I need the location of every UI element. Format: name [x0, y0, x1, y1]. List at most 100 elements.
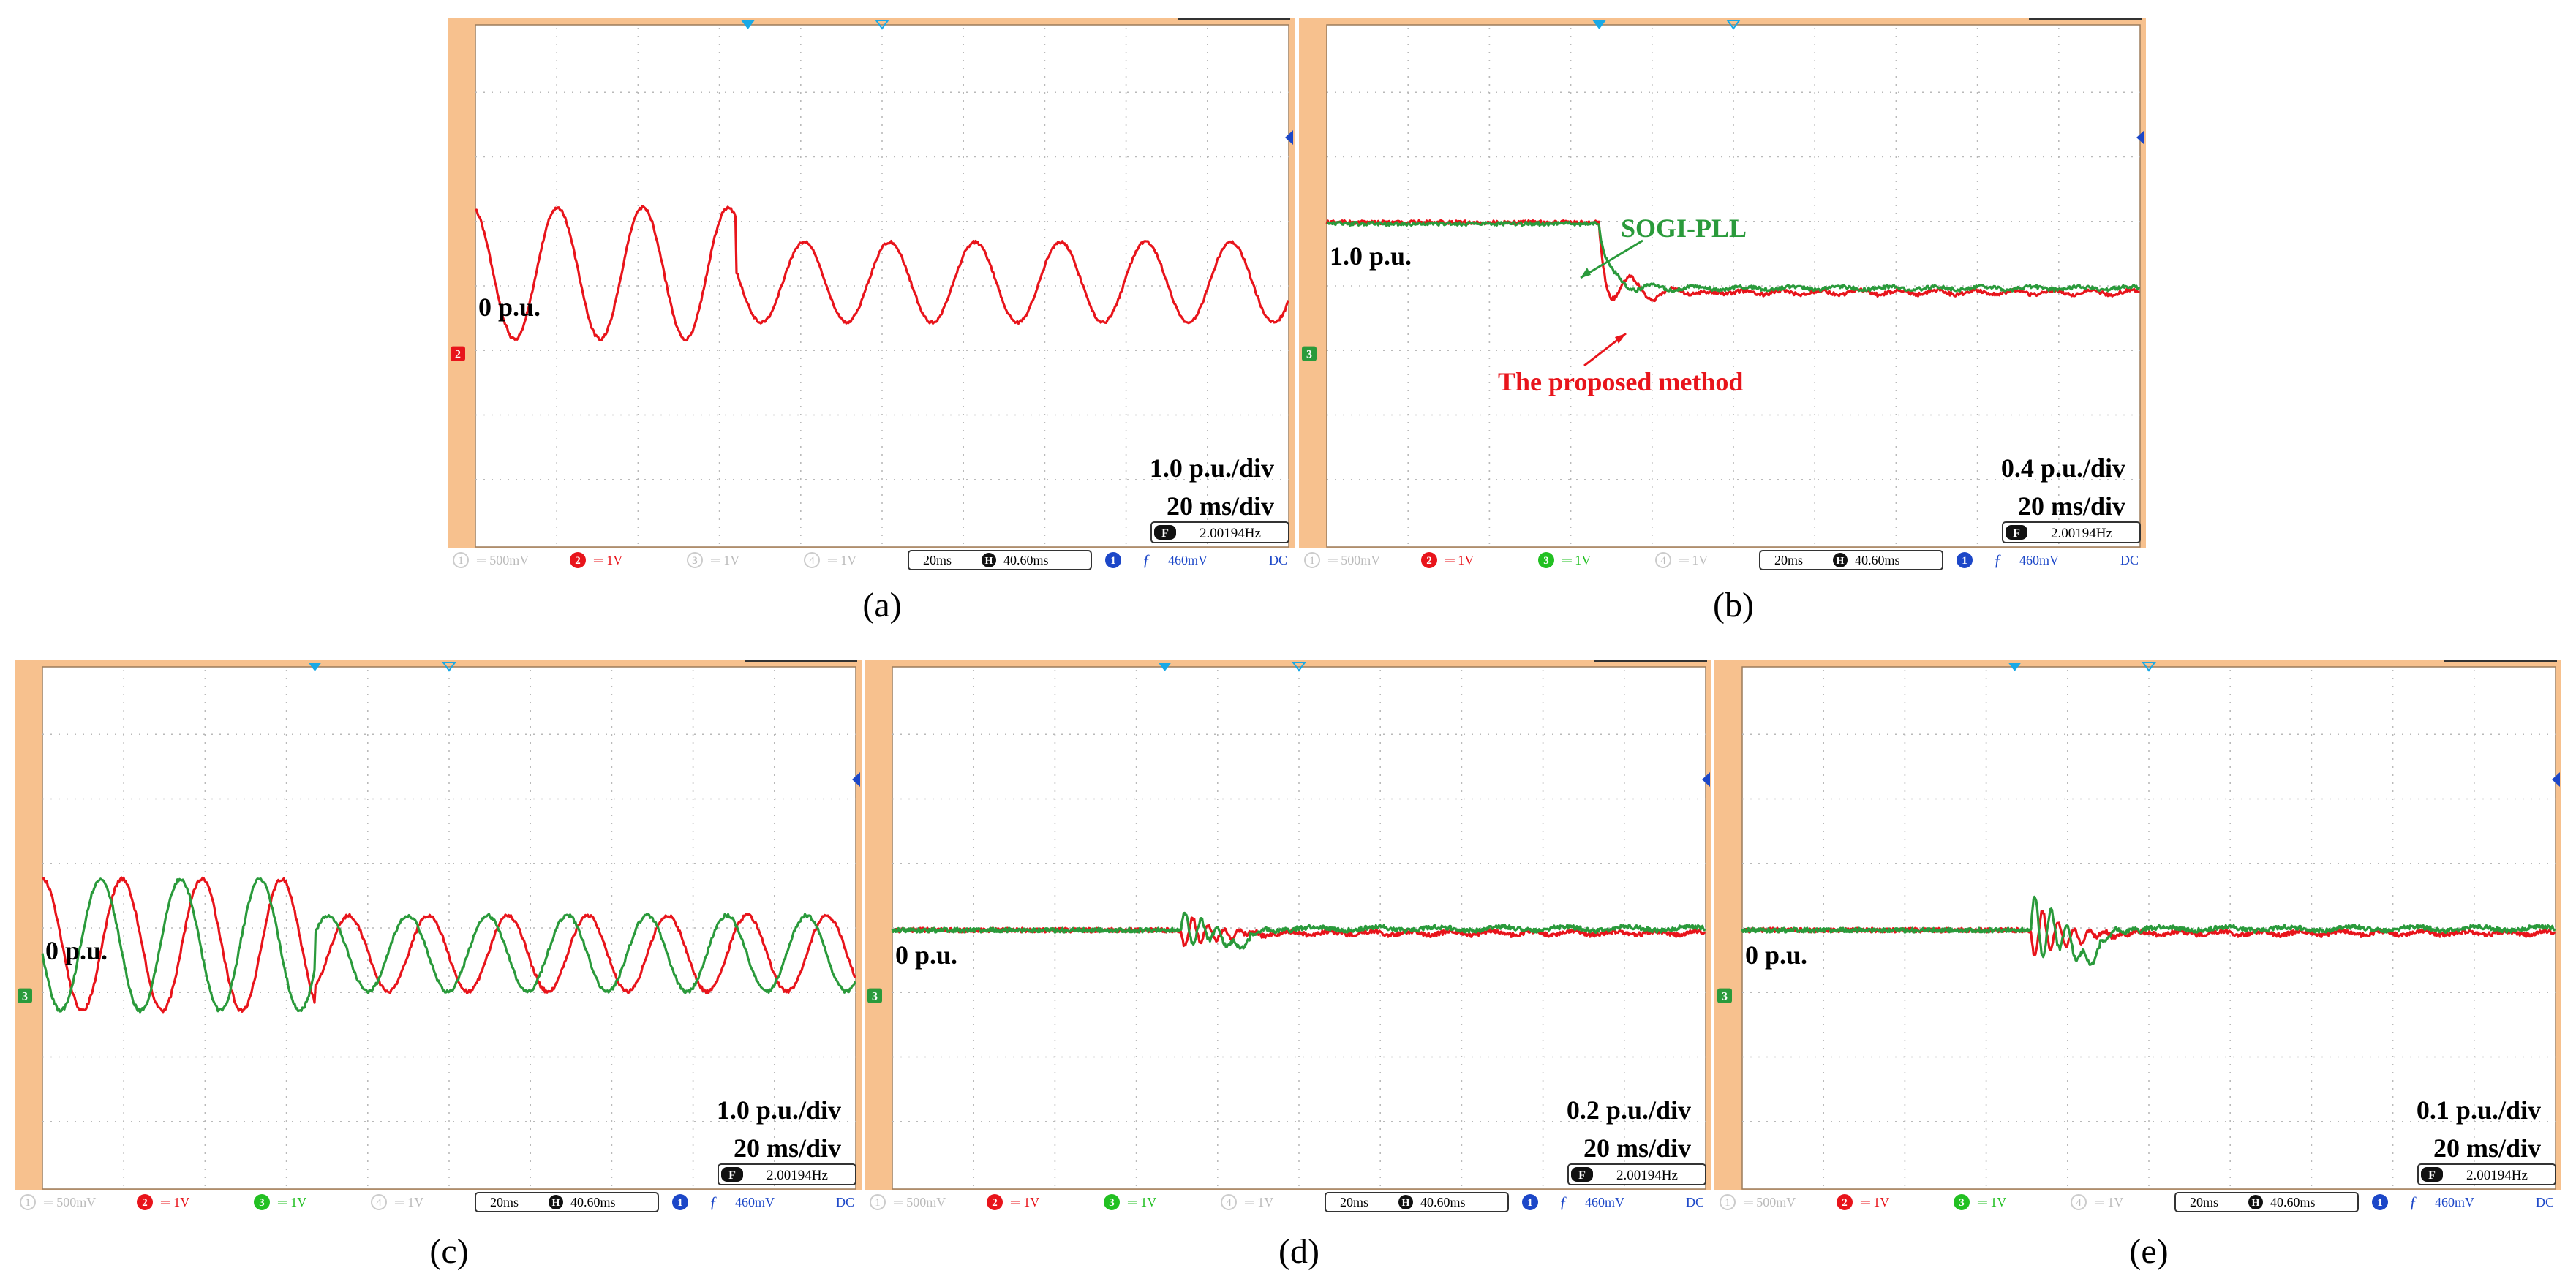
frequency-value: 2.00194Hz — [2051, 526, 2112, 541]
ch2-number: 2 — [1842, 1197, 1848, 1209]
frequency-readout-box — [2417, 1163, 2556, 1185]
ch3-number: 3 — [692, 555, 698, 567]
trigger-edge-symbol: ƒ — [709, 1193, 718, 1211]
ch4-scale: ═ 1V — [1679, 553, 1708, 567]
ch2-indicator — [137, 1194, 153, 1210]
time-scale-label: 20 ms/div — [2018, 491, 2125, 521]
frequency-icon-label: F — [2428, 1169, 2436, 1182]
oscilloscope-panel-b: 3 1.0 p.u. 0.4 p.u./div 20 ms/div SOGI-PLL Th… — [1299, 18, 2146, 575]
trigger-channel-number: 1 — [1110, 555, 1116, 567]
zero-level-label: 0 p.u. — [895, 940, 957, 970]
green-trace — [1326, 220, 2141, 293]
ch2-scale: ═ 1V — [160, 1195, 189, 1209]
frequency-value: 2.00194Hz — [2466, 1168, 2528, 1183]
trigger-level-marker — [1285, 130, 1293, 146]
frequency-value: 2.00194Hz — [1616, 1168, 1678, 1183]
waveform-traces — [475, 205, 1289, 342]
status-bar — [865, 1190, 1711, 1217]
ch3-indicator — [1954, 1194, 1970, 1210]
ch4-indicator — [1655, 552, 1671, 568]
delay-value: 40.60ms — [2270, 1195, 2316, 1209]
ch4-number: 4 — [809, 555, 815, 567]
center-time-marker — [875, 20, 889, 30]
trigger-position-marker — [1592, 20, 1606, 29]
waveform-traces — [1741, 895, 2556, 966]
ch3-indicator — [254, 1194, 270, 1210]
ch4-scale: ═ 1V — [1244, 1195, 1273, 1209]
ch2-indicator — [1837, 1194, 1853, 1210]
timebase-value: 20ms — [1340, 1195, 1368, 1209]
ch1-indicator — [453, 552, 469, 568]
frequency-icon — [2421, 1167, 2443, 1182]
waveform-traces — [891, 911, 1706, 950]
trigger-channel-number: 1 — [2377, 1197, 2383, 1209]
ch3-indicator — [687, 552, 703, 568]
scope-svg-e: 3 0 p.u. 0.1 p.u./div 20 ms/div F 2.00194Hz 1 ═… — [1714, 660, 2561, 1217]
coupling-value: DC — [1686, 1195, 1704, 1209]
vertical-scale-label: 1.0 p.u./div — [1150, 453, 1274, 483]
coupling-value: DC — [836, 1195, 854, 1209]
ch3-number: 3 — [259, 1197, 265, 1209]
ch1-indicator — [870, 1194, 886, 1210]
trigger-position-marker — [1158, 663, 1172, 671]
ch4-number: 4 — [1226, 1197, 1232, 1209]
center-time-marker — [1726, 20, 1741, 30]
trigger-level-marker — [852, 772, 860, 788]
zero-level-label: 0 p.u. — [45, 936, 108, 965]
ch2-indicator — [987, 1194, 1003, 1210]
annotation-proposed-method-arrowhead — [1615, 333, 1626, 344]
trigger-edge-symbol: ƒ — [1142, 551, 1150, 569]
ch1-scale: ═ 500mV — [1327, 553, 1380, 567]
frequency-icon-label: F — [1161, 527, 1169, 540]
trigger-level-value: 460mV — [735, 1195, 775, 1209]
ch4-number: 4 — [376, 1197, 382, 1209]
ch2-scale: ═ 1V — [1445, 553, 1474, 567]
trigger-edge-symbol: ƒ — [1994, 551, 2002, 569]
timebase-box — [475, 1192, 659, 1212]
caption-d: (d) — [1278, 1232, 1319, 1271]
time-scale-label: 20 ms/div — [1583, 1133, 1691, 1163]
zero-level-label: 0 p.u. — [478, 292, 541, 322]
horizontal-icon — [982, 553, 996, 567]
horizontal-icon-label: H — [1837, 556, 1845, 567]
delay-value: 40.60ms — [1855, 553, 1900, 567]
ch4-scale: ═ 1V — [394, 1195, 423, 1209]
oscilloscope-panel-d: 3 0 p.u. 0.2 p.u./div 20 ms/div F 2.00194Hz 1 ═… — [865, 660, 1711, 1217]
trigger-channel-number: 1 — [1962, 555, 1967, 567]
trigger-level-marker — [2136, 130, 2144, 146]
ch1-indicator — [1304, 552, 1320, 568]
zero-level-label: 0 p.u. — [1745, 940, 1807, 970]
ch1-number: 1 — [458, 555, 464, 567]
ch2-scale: ═ 1V — [1860, 1195, 1889, 1209]
frequency-icon — [1571, 1167, 1593, 1182]
ch1-scale: ═ 500mV — [43, 1195, 96, 1209]
channel-ref-marker-label: 3 — [1722, 991, 1728, 1003]
channel-ref-marker-label: 2 — [455, 349, 461, 361]
green-trace — [1741, 895, 2556, 966]
ch3-scale: ═ 1V — [1562, 553, 1591, 567]
center-time-marker — [442, 662, 456, 672]
oscilloscope-panel-c: 3 0 p.u. 1.0 p.u./div 20 ms/div F 2.00194Hz 1 ═… — [15, 660, 862, 1217]
frequency-readout-box — [2002, 521, 2141, 543]
timebase-value: 20ms — [2190, 1195, 2218, 1209]
center-time-marker — [2142, 662, 2156, 672]
horizontal-icon — [1398, 1195, 1413, 1209]
channel-ref-marker — [1302, 346, 1317, 361]
ch2-scale: ═ 1V — [593, 553, 622, 567]
waveform-traces — [1325, 219, 2141, 303]
time-scale-label: 20 ms/div — [734, 1133, 841, 1163]
trigger-position-marker — [741, 20, 755, 29]
annotation-sogi-pll-arrowhead — [1581, 268, 1591, 278]
vertical-scale-label: 0.2 p.u./div — [1567, 1095, 1691, 1125]
ch3-number: 3 — [1109, 1197, 1115, 1209]
horizontal-icon — [1833, 553, 1848, 567]
center-time-marker — [1292, 662, 1306, 672]
trigger-channel-number: 1 — [1527, 1197, 1533, 1209]
trigger-level-value: 460mV — [1168, 553, 1208, 567]
scope-svg-d: 3 0 p.u. 0.2 p.u./div 20 ms/div F 2.00194Hz 1 ═… — [865, 660, 1711, 1217]
waveform-traces — [41, 876, 856, 1014]
timebase-box — [2174, 1192, 2359, 1212]
ch1-scale: ═ 500mV — [1743, 1195, 1796, 1209]
ch4-scale: ═ 1V — [827, 553, 856, 567]
trigger-position-marker — [308, 663, 322, 671]
